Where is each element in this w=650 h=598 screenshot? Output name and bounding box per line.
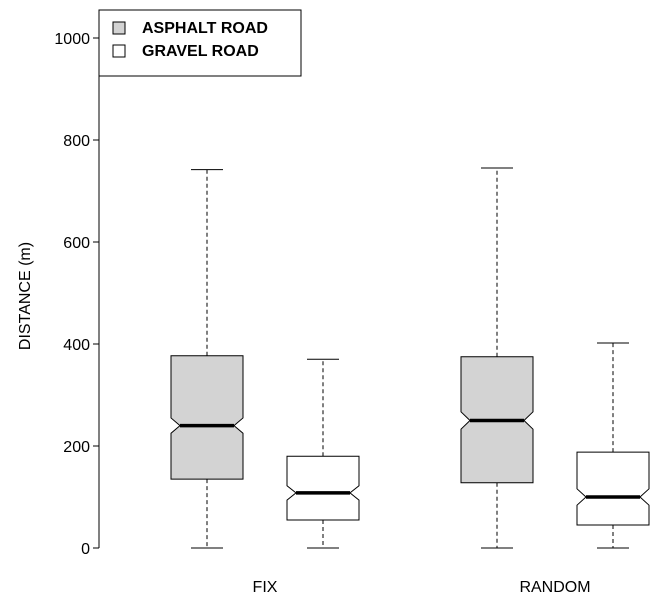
x-tick-label: FIX (253, 579, 278, 596)
x-tick-label: RANDOM (519, 579, 590, 596)
box-gravel-road (576, 342, 650, 549)
legend-swatch (112, 44, 126, 58)
box-asphalt-road (460, 167, 534, 549)
box-gravel-road (286, 358, 360, 549)
legend: ASPHALT ROAD GRAVEL ROAD (98, 9, 302, 77)
notched-box (170, 355, 244, 480)
plot-area (170, 167, 650, 549)
y-axis: 0 200 400 600 800 1000 FIX RANDOM (54, 10, 591, 596)
y-tick-label: 1000 (54, 31, 90, 48)
y-tick-label: 0 (81, 541, 90, 558)
notched-box (576, 451, 650, 526)
y-tick-label: 200 (63, 439, 90, 456)
legend-swatch (112, 21, 126, 35)
legend-label: GRAVEL ROAD (142, 43, 259, 60)
notched-box (286, 455, 360, 521)
y-tick-label: 600 (63, 235, 90, 252)
y-axis-title: DISTANCE (m) (17, 242, 34, 350)
box-asphalt-road (170, 169, 244, 549)
legend-box (98, 9, 302, 77)
y-tick-label: 800 (63, 133, 90, 150)
legend-label: ASPHALT ROAD (142, 20, 268, 37)
y-tick-label: 400 (63, 337, 90, 354)
